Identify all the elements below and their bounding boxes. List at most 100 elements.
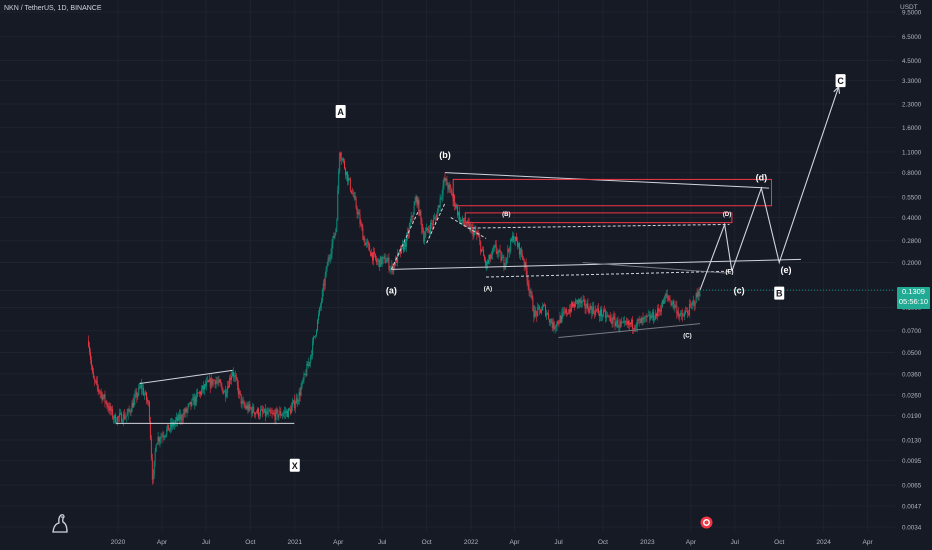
candle-body bbox=[692, 300, 694, 303]
candle-body bbox=[408, 225, 410, 235]
candle-body bbox=[518, 243, 520, 255]
candle-body bbox=[628, 321, 629, 325]
candle-body bbox=[592, 306, 594, 315]
candle-body bbox=[422, 229, 424, 232]
candle-body bbox=[343, 158, 345, 161]
candle-body bbox=[249, 404, 251, 408]
candle-body bbox=[568, 313, 570, 314]
candle-body bbox=[138, 386, 140, 394]
candle-body bbox=[242, 400, 244, 403]
wave-label: (B) bbox=[502, 212, 510, 218]
candle-body bbox=[196, 392, 198, 403]
candle-body bbox=[565, 309, 567, 313]
candle-body bbox=[133, 399, 135, 408]
candle-body bbox=[232, 372, 234, 377]
candle-body bbox=[366, 242, 368, 243]
candle-body bbox=[288, 408, 289, 418]
candle-body bbox=[175, 420, 176, 424]
candle-body bbox=[616, 319, 618, 323]
candle-body bbox=[397, 253, 399, 263]
candle-body bbox=[334, 233, 336, 238]
candle-body bbox=[570, 309, 572, 312]
y-tick-label: 0.0500 bbox=[902, 350, 922, 357]
candle-body bbox=[598, 308, 600, 314]
candle-body bbox=[569, 309, 571, 314]
candle-body bbox=[208, 378, 210, 382]
candle-body bbox=[513, 235, 515, 242]
drawings bbox=[116, 85, 895, 424]
candle-body bbox=[125, 415, 127, 418]
candle-body bbox=[198, 392, 200, 394]
candle-body bbox=[559, 316, 561, 324]
candle-body bbox=[105, 401, 107, 403]
candle-body bbox=[681, 313, 683, 315]
candle-body bbox=[261, 409, 263, 412]
candle-body bbox=[326, 266, 328, 268]
candle-body bbox=[273, 413, 275, 414]
candle-body bbox=[387, 258, 389, 260]
tradingview-logo-icon[interactable] bbox=[50, 512, 72, 534]
candle-body bbox=[694, 303, 696, 306]
candle-body bbox=[114, 415, 116, 419]
candle-body bbox=[658, 310, 660, 312]
x-tick-label: Oct bbox=[422, 539, 432, 546]
candle-body bbox=[584, 300, 586, 308]
candle-body bbox=[641, 317, 643, 324]
candle-body bbox=[679, 314, 681, 317]
candle-body bbox=[457, 206, 458, 216]
candle-body bbox=[371, 252, 373, 257]
candle-body bbox=[591, 308, 593, 315]
candle-body bbox=[106, 401, 108, 407]
candle-body bbox=[331, 243, 333, 254]
candle-body bbox=[516, 236, 517, 242]
candle-body bbox=[456, 206, 458, 208]
candle-body bbox=[480, 241, 482, 252]
candle-body bbox=[374, 251, 375, 254]
candle-body bbox=[618, 327, 620, 328]
candle-body bbox=[482, 249, 484, 250]
candle-body bbox=[595, 309, 597, 315]
candle-body bbox=[440, 197, 442, 199]
candle-body bbox=[342, 158, 344, 160]
candle-body bbox=[411, 216, 413, 218]
candle-body bbox=[580, 299, 582, 304]
candle-body bbox=[603, 309, 605, 312]
candle-body bbox=[204, 384, 206, 387]
candle-body bbox=[322, 283, 324, 291]
candle-body bbox=[355, 198, 357, 208]
candle-body bbox=[218, 379, 220, 383]
record-icon[interactable] bbox=[700, 516, 713, 529]
candle-body bbox=[194, 396, 196, 405]
candle-body bbox=[313, 336, 315, 342]
candle-body bbox=[593, 306, 595, 312]
candle-body bbox=[103, 394, 105, 397]
candle-body bbox=[107, 406, 109, 408]
candle-body bbox=[228, 386, 230, 388]
candle-body bbox=[369, 244, 371, 252]
candle-body bbox=[541, 310, 543, 313]
candle-body bbox=[238, 390, 240, 395]
candle-body bbox=[615, 322, 617, 326]
candle-body bbox=[454, 195, 456, 206]
x-tick-label: Apr bbox=[333, 539, 344, 546]
candle-body bbox=[247, 405, 249, 411]
candle-body bbox=[462, 218, 464, 224]
candle-body bbox=[243, 402, 245, 406]
candle-body bbox=[251, 408, 253, 414]
candle-body bbox=[241, 400, 243, 404]
candle-body bbox=[540, 309, 542, 313]
candle-body bbox=[263, 408, 265, 413]
candle-body bbox=[177, 414, 179, 421]
candle-body bbox=[225, 390, 227, 397]
candle-body bbox=[264, 408, 266, 416]
candle-body bbox=[357, 212, 359, 214]
candle-body bbox=[425, 231, 427, 237]
candle-body bbox=[507, 249, 509, 258]
candle-body bbox=[579, 299, 581, 303]
candle-body bbox=[656, 313, 657, 317]
candle-body bbox=[292, 400, 294, 404]
candle-body bbox=[428, 230, 430, 231]
candle-body bbox=[162, 435, 164, 437]
candle-body bbox=[298, 392, 300, 402]
